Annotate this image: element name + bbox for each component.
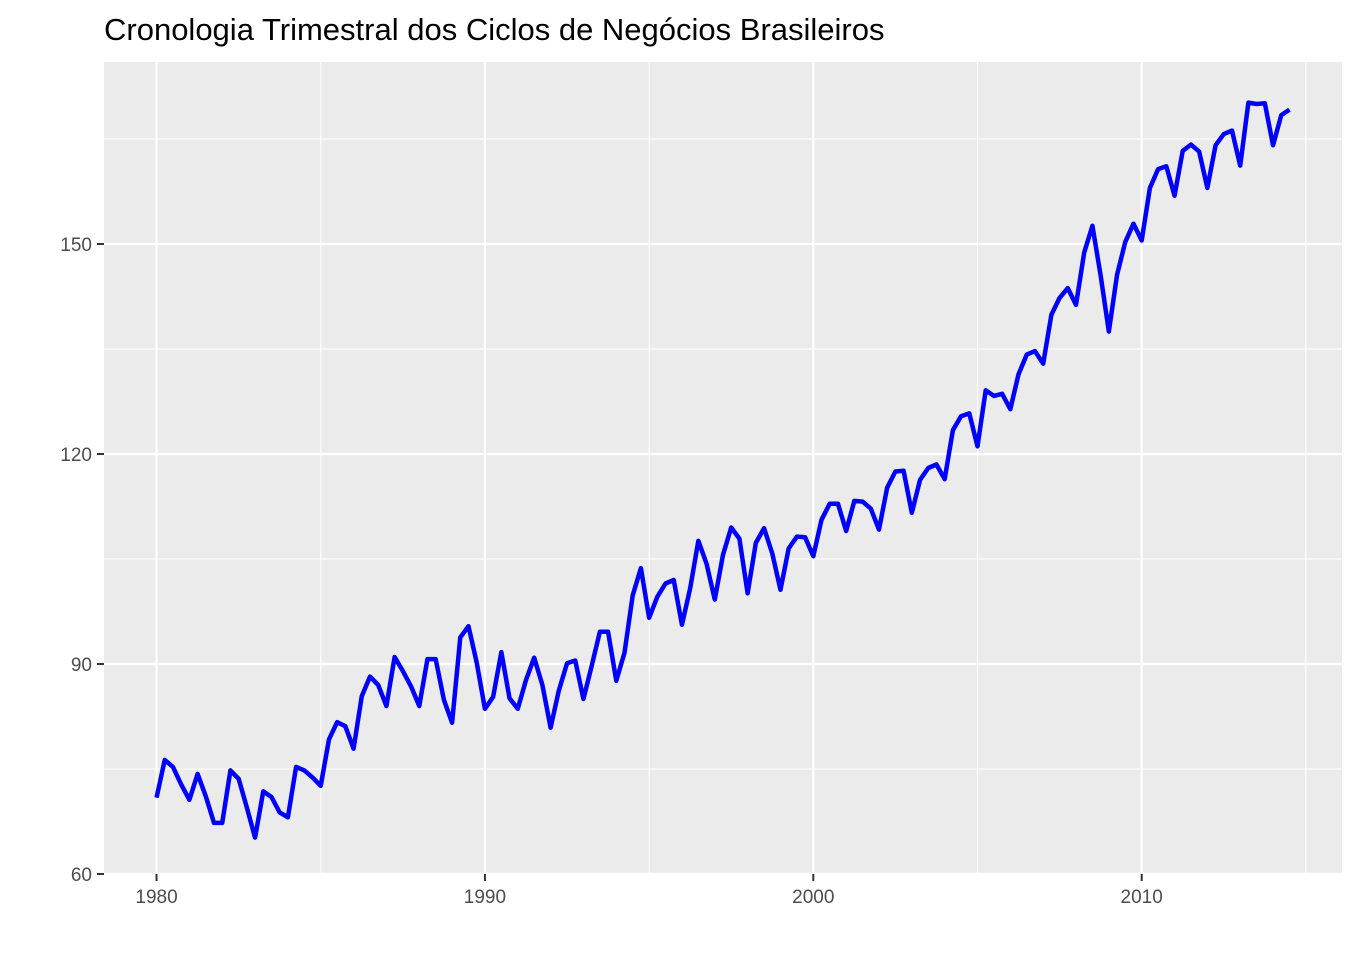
x-tick-label: 1990 [464,887,506,908]
y-tick-label: 60 [71,865,92,886]
plot-panel [104,62,1342,874]
y-axis: 60 90 120 150 [60,235,104,886]
y-tick-label: 150 [60,235,92,256]
x-tick-label: 2010 [1121,887,1163,908]
x-tick-label: 2000 [792,887,834,908]
major-gridlines [104,62,1342,876]
x-axis: 1980 1990 2000 2010 [135,874,1163,908]
y-tick-label: 90 [71,655,92,676]
y-tick-label: 120 [60,445,92,466]
series-layer [154,100,1291,840]
x-tick-label: 1980 [135,887,177,908]
chart-title: Cronologia Trimestral dos Ciclos de Negó… [104,12,884,47]
